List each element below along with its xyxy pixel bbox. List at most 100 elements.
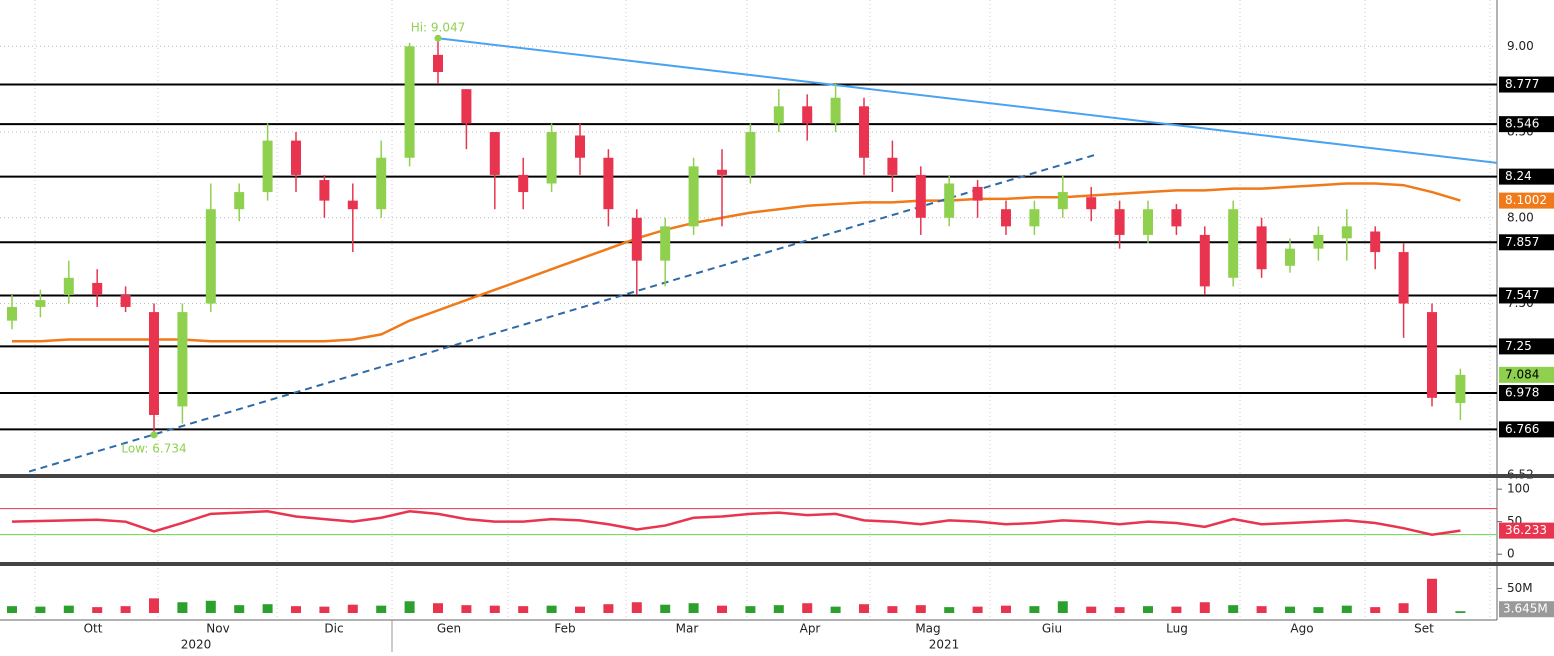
- month-label: Set: [1414, 622, 1434, 636]
- candle-body: [546, 132, 557, 184]
- volume-bar: [120, 606, 131, 613]
- candle-body: [1256, 226, 1267, 270]
- panel-separator: [0, 474, 1554, 478]
- volume-bar: [177, 602, 188, 613]
- value-box-label: 8.1002: [1505, 193, 1547, 207]
- volume-bar: [1285, 606, 1295, 613]
- candle-body: [404, 46, 415, 158]
- candle-body: [149, 312, 159, 415]
- level-label: 7.857: [1505, 235, 1539, 249]
- candle-body: [1313, 234, 1324, 249]
- candle-body: [603, 157, 614, 210]
- month-label: Gen: [437, 622, 461, 636]
- candle-body: [887, 157, 898, 175]
- candle-body: [631, 217, 642, 261]
- candle-body: [745, 132, 756, 175]
- month-label: Nov: [206, 622, 229, 636]
- candle-body: [291, 140, 301, 175]
- candle-body: [575, 135, 585, 158]
- level-label: 8.777: [1505, 77, 1539, 91]
- level-box: [1499, 421, 1554, 438]
- volume-bar: [830, 606, 841, 613]
- candle-body: [830, 97, 841, 124]
- value-box: [1499, 192, 1554, 209]
- level-label: 6.978: [1505, 386, 1539, 400]
- candle-body: [234, 192, 245, 210]
- candle-body: [319, 180, 330, 201]
- candle-body: [717, 169, 727, 175]
- candle-body: [63, 277, 74, 295]
- level-box: [1499, 287, 1554, 304]
- value-box-label: 7.084: [1505, 367, 1539, 381]
- volume-bar: [1341, 605, 1352, 613]
- candle-body: [347, 200, 358, 210]
- candle-body: [1427, 312, 1437, 398]
- volume-bar: [518, 606, 529, 613]
- candle-body: [944, 183, 955, 218]
- value-box-label: 36.233: [1505, 523, 1547, 537]
- volume-bar: [717, 605, 727, 613]
- volume-bar: [1001, 605, 1011, 613]
- volume-bar: [1370, 607, 1381, 613]
- candle-body: [518, 174, 529, 193]
- rsi-tick-label: 0: [1507, 547, 1515, 561]
- candle-body: [1370, 231, 1381, 253]
- volume-bar: [603, 604, 614, 613]
- volume-bar: [262, 604, 273, 613]
- candle-body: [1086, 197, 1097, 210]
- candle-body: [1199, 234, 1210, 287]
- level-box: [1499, 116, 1554, 133]
- extreme-label: Low: 6.734: [121, 441, 186, 455]
- volume-bar: [575, 606, 585, 613]
- month-label: Lug: [1166, 622, 1188, 636]
- level-box: [1499, 168, 1554, 185]
- level-label: 6.766: [1505, 422, 1539, 436]
- volume-bar: [1313, 607, 1324, 613]
- volume-bar: [234, 605, 245, 613]
- volume-bar: [347, 604, 358, 613]
- volume-bar: [660, 604, 671, 613]
- volume-bar: [35, 606, 46, 613]
- candle-body: [1171, 209, 1182, 227]
- volume-bar: [1114, 607, 1125, 613]
- value-box: [1499, 522, 1554, 539]
- volume-bar: [688, 603, 699, 613]
- y-tick-label: 8.00: [1507, 210, 1534, 224]
- candle-body: [972, 186, 983, 201]
- candle-body: [915, 174, 926, 218]
- volume-bar: [859, 604, 869, 613]
- volume-bar: [205, 600, 216, 613]
- candle-body: [1341, 226, 1352, 239]
- candle-body: [262, 140, 273, 193]
- month-label: Feb: [554, 622, 575, 636]
- month-label: Dic: [324, 622, 343, 636]
- volume-bar: [149, 598, 159, 613]
- volume-bar: [461, 605, 472, 613]
- candle-body: [1001, 209, 1011, 227]
- candle-body: [376, 157, 387, 210]
- candle-body: [1114, 209, 1125, 235]
- rsi-line: [11, 510, 1461, 536]
- candle-body: [177, 312, 188, 407]
- candle-body: [205, 209, 216, 304]
- candle-body: [1143, 209, 1153, 235]
- volume-bar: [1199, 602, 1210, 613]
- panel-separator: [0, 562, 1554, 566]
- volume-bar: [291, 606, 301, 613]
- level-box: [1499, 385, 1554, 402]
- volume-bar: [1228, 605, 1239, 613]
- volume-tick-label: 50M: [1507, 581, 1533, 595]
- extreme-label: Hi: 9.047: [411, 21, 466, 35]
- extreme-marker: [150, 431, 158, 439]
- volume-bar: [7, 606, 17, 613]
- extreme-marker: [434, 34, 442, 42]
- volume-bar: [972, 606, 983, 613]
- candle-body: [433, 54, 443, 73]
- year-label: 2021: [929, 638, 960, 652]
- candle-body: [120, 294, 131, 307]
- level-label: 7.547: [1505, 288, 1539, 302]
- volume-bar: [319, 606, 330, 613]
- volume-bar: [631, 602, 642, 613]
- volume-bar: [1143, 606, 1153, 613]
- candle-body: [660, 226, 671, 261]
